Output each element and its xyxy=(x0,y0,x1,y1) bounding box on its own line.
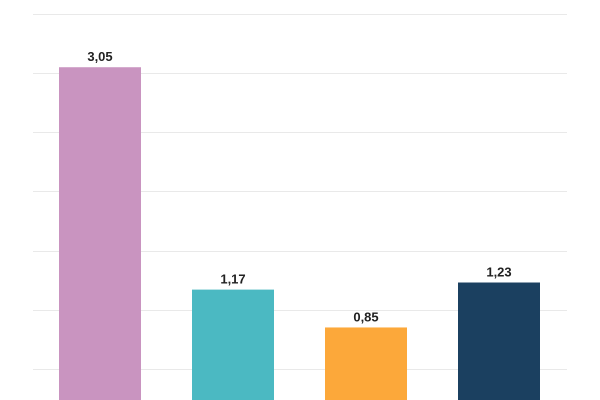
value-labels: 3,05 1,17 0,85 1,23 xyxy=(87,49,511,324)
bar-value-label-1: 3,05 xyxy=(87,49,112,64)
bar-value-label-3: 0,85 xyxy=(353,309,378,324)
bars xyxy=(59,67,540,400)
bar-value-label-4: 1,23 xyxy=(486,265,511,280)
bar-4 xyxy=(458,282,540,400)
bar-2 xyxy=(192,289,274,400)
bar-1 xyxy=(59,67,141,400)
bar-value-label-2: 1,17 xyxy=(220,272,245,287)
bar-3 xyxy=(325,327,407,400)
